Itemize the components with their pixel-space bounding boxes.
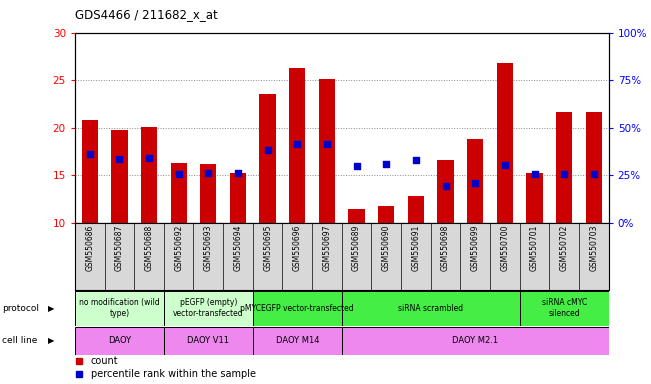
- Bar: [519, 291, 609, 326]
- Point: [529, 171, 540, 177]
- Text: GSM550691: GSM550691: [411, 225, 421, 271]
- Text: GSM550700: GSM550700: [501, 225, 509, 271]
- Point: [440, 182, 450, 189]
- Bar: [81, 120, 98, 223]
- Point: [500, 162, 510, 168]
- Bar: [200, 164, 217, 223]
- Text: GSM550697: GSM550697: [322, 225, 331, 271]
- Text: GDS4466 / 211682_x_at: GDS4466 / 211682_x_at: [75, 8, 217, 21]
- Text: protocol: protocol: [2, 304, 39, 313]
- Bar: [586, 111, 602, 223]
- Bar: [556, 111, 572, 223]
- Bar: [467, 139, 484, 223]
- Point: [292, 141, 303, 147]
- Bar: [75, 291, 164, 326]
- Point: [589, 171, 599, 177]
- Bar: [378, 205, 395, 223]
- Text: pEGFP (empty)
vector-transfected: pEGFP (empty) vector-transfected: [173, 298, 243, 318]
- Text: no modification (wild
type): no modification (wild type): [79, 298, 159, 318]
- Bar: [342, 327, 609, 355]
- Point: [322, 141, 332, 147]
- Text: GSM550688: GSM550688: [145, 225, 154, 271]
- Text: GSM550686: GSM550686: [85, 225, 94, 271]
- Text: GSM550692: GSM550692: [174, 225, 183, 271]
- Bar: [253, 327, 342, 355]
- Text: pMYCEGFP vector-transfected: pMYCEGFP vector-transfected: [240, 304, 354, 313]
- Point: [173, 171, 184, 177]
- Point: [114, 156, 124, 162]
- Text: GSM550703: GSM550703: [589, 225, 598, 271]
- Text: GSM550694: GSM550694: [234, 225, 242, 271]
- Bar: [289, 68, 305, 223]
- Point: [144, 155, 154, 161]
- Bar: [348, 209, 365, 223]
- Point: [381, 161, 391, 167]
- Text: siRNA cMYC
silenced: siRNA cMYC silenced: [542, 298, 587, 318]
- Bar: [437, 160, 454, 223]
- Bar: [164, 291, 253, 326]
- Text: GSM550690: GSM550690: [381, 225, 391, 271]
- Point: [470, 180, 480, 186]
- Bar: [164, 327, 253, 355]
- Text: GSM550698: GSM550698: [441, 225, 450, 271]
- Text: GSM550693: GSM550693: [204, 225, 213, 271]
- Text: count: count: [91, 356, 118, 366]
- Text: siRNA scrambled: siRNA scrambled: [398, 304, 464, 313]
- Text: GSM550687: GSM550687: [115, 225, 124, 271]
- Text: GSM550695: GSM550695: [263, 225, 272, 271]
- Bar: [319, 79, 335, 223]
- Text: percentile rank within the sample: percentile rank within the sample: [91, 369, 256, 379]
- Bar: [171, 163, 187, 223]
- Bar: [75, 327, 164, 355]
- Bar: [111, 129, 128, 223]
- Point: [411, 157, 421, 163]
- Bar: [497, 63, 513, 223]
- Text: GSM550696: GSM550696: [293, 225, 302, 271]
- Text: DAOY V11: DAOY V11: [187, 336, 229, 345]
- Point: [85, 151, 95, 157]
- Bar: [408, 196, 424, 223]
- Bar: [527, 173, 543, 223]
- Bar: [342, 291, 519, 326]
- Text: DAOY M14: DAOY M14: [275, 336, 319, 345]
- Text: GSM550701: GSM550701: [530, 225, 539, 271]
- Point: [352, 163, 362, 169]
- Point: [233, 170, 243, 176]
- Text: DAOY M2.1: DAOY M2.1: [452, 336, 498, 345]
- Bar: [253, 291, 342, 326]
- Bar: [230, 173, 246, 223]
- Text: ▶: ▶: [48, 304, 54, 313]
- Text: GSM550702: GSM550702: [560, 225, 569, 271]
- Bar: [141, 127, 157, 223]
- Text: GSM550699: GSM550699: [471, 225, 480, 271]
- Point: [203, 170, 214, 176]
- Bar: [260, 94, 276, 223]
- Text: cell line: cell line: [2, 336, 37, 345]
- Text: ▶: ▶: [48, 336, 54, 345]
- Point: [262, 147, 273, 154]
- Text: GSM550689: GSM550689: [352, 225, 361, 271]
- Text: DAOY: DAOY: [108, 336, 131, 345]
- Point: [559, 171, 570, 177]
